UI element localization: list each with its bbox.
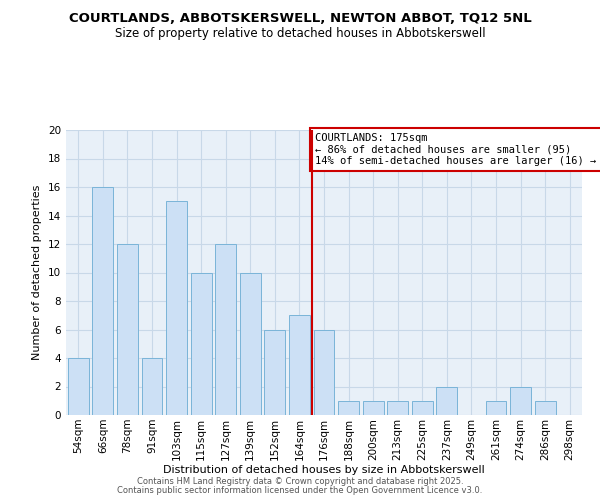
Bar: [142, 358, 163, 415]
Bar: [510, 386, 531, 415]
Bar: [485, 401, 506, 415]
Bar: [166, 201, 187, 415]
Bar: [338, 401, 359, 415]
Text: COURTLANDS, ABBOTSKERSWELL, NEWTON ABBOT, TQ12 5NL: COURTLANDS, ABBOTSKERSWELL, NEWTON ABBOT…: [68, 12, 532, 26]
Bar: [265, 330, 286, 415]
Text: Contains public sector information licensed under the Open Government Licence v3: Contains public sector information licen…: [118, 486, 482, 495]
Bar: [362, 401, 383, 415]
Bar: [191, 272, 212, 415]
Bar: [412, 401, 433, 415]
Text: Size of property relative to detached houses in Abbotskerswell: Size of property relative to detached ho…: [115, 28, 485, 40]
Text: COURTLANDS: 175sqm
← 86% of detached houses are smaller (95)
14% of semi-detache: COURTLANDS: 175sqm ← 86% of detached hou…: [316, 133, 596, 166]
Y-axis label: Number of detached properties: Number of detached properties: [32, 185, 43, 360]
Bar: [387, 401, 408, 415]
Bar: [215, 244, 236, 415]
Bar: [289, 316, 310, 415]
Bar: [535, 401, 556, 415]
Bar: [92, 187, 113, 415]
Bar: [68, 358, 89, 415]
X-axis label: Distribution of detached houses by size in Abbotskerswell: Distribution of detached houses by size …: [163, 466, 485, 475]
Bar: [117, 244, 138, 415]
Bar: [436, 386, 457, 415]
Text: Contains HM Land Registry data © Crown copyright and database right 2025.: Contains HM Land Registry data © Crown c…: [137, 477, 463, 486]
Bar: [240, 272, 261, 415]
Bar: [314, 330, 334, 415]
